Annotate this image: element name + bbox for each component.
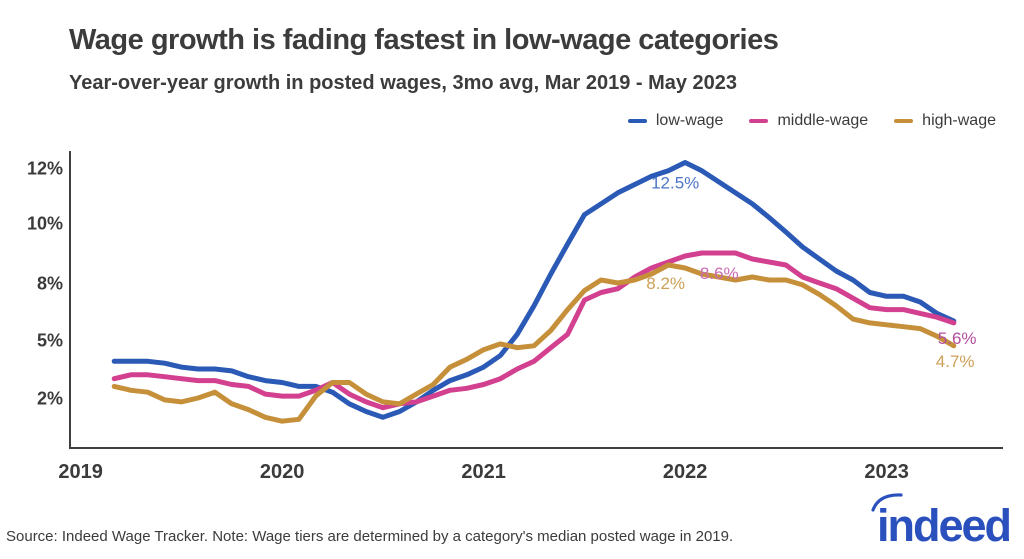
high-wage-line	[111, 262, 957, 424]
y-tick-label: 10%	[27, 214, 63, 234]
annotation-4.7%: 4.7%	[936, 352, 975, 371]
data-label-annotations: 12.5% 8.6% 8.2% 5.6% 4.7%	[646, 174, 976, 371]
series-lines	[111, 160, 957, 424]
source-note: Source: Indeed Wage Tracker. Note: Wage …	[6, 528, 734, 545]
x-tick-label: 2020	[260, 461, 305, 483]
annotation-8.6%: 8.6%	[700, 264, 739, 283]
indeed-logo-text: indeed	[876, 500, 1012, 551]
annotation-8.2%: 8.2%	[646, 274, 685, 293]
y-tick-label: 12%	[27, 159, 63, 179]
low-wage-line	[111, 160, 957, 420]
legend-item-low-wage: low-wage	[627, 112, 724, 130]
legend-dash-icon	[627, 119, 647, 123]
indeed-logo: indeed	[871, 493, 1012, 551]
y-tick-label: 2%	[37, 389, 63, 409]
legend-item-middle-wage: middle-wage	[749, 112, 868, 130]
indeed-logo-arc-icon	[871, 493, 903, 512]
legend-dash-icon	[749, 119, 769, 123]
y-tick-label: 8%	[37, 274, 63, 294]
x-axis-tick-labels: 2019 2020 2021 2022 2023	[58, 461, 909, 483]
legend-label: middle-wage	[777, 112, 869, 129]
y-tick-label: 5%	[37, 331, 63, 351]
x-tick-label: 2019	[58, 461, 103, 483]
legend-label: high-wage	[922, 112, 996, 129]
axes	[69, 151, 1003, 449]
legend-label: low-wage	[655, 112, 724, 129]
annotation-12.5%: 12.5%	[651, 174, 699, 193]
page-title: Wage growth is fading fastest in low-wag…	[69, 24, 779, 56]
middle-wage-line	[111, 250, 957, 411]
annotation-5.6%: 5.6%	[938, 329, 977, 348]
x-tick-label: 2022	[663, 461, 708, 483]
chart-legend: low-wage middle-wage high-wage	[627, 112, 996, 130]
legend-item-high-wage: high-wage	[894, 112, 996, 130]
legend-dash-icon	[894, 119, 914, 123]
x-tick-label: 2021	[461, 461, 506, 483]
x-tick-label: 2023	[864, 461, 909, 483]
chart-subtitle: Year-over-year growth in posted wages, 3…	[69, 72, 738, 94]
y-axis-tick-labels: 2% 5% 8% 10% 12%	[27, 159, 63, 409]
